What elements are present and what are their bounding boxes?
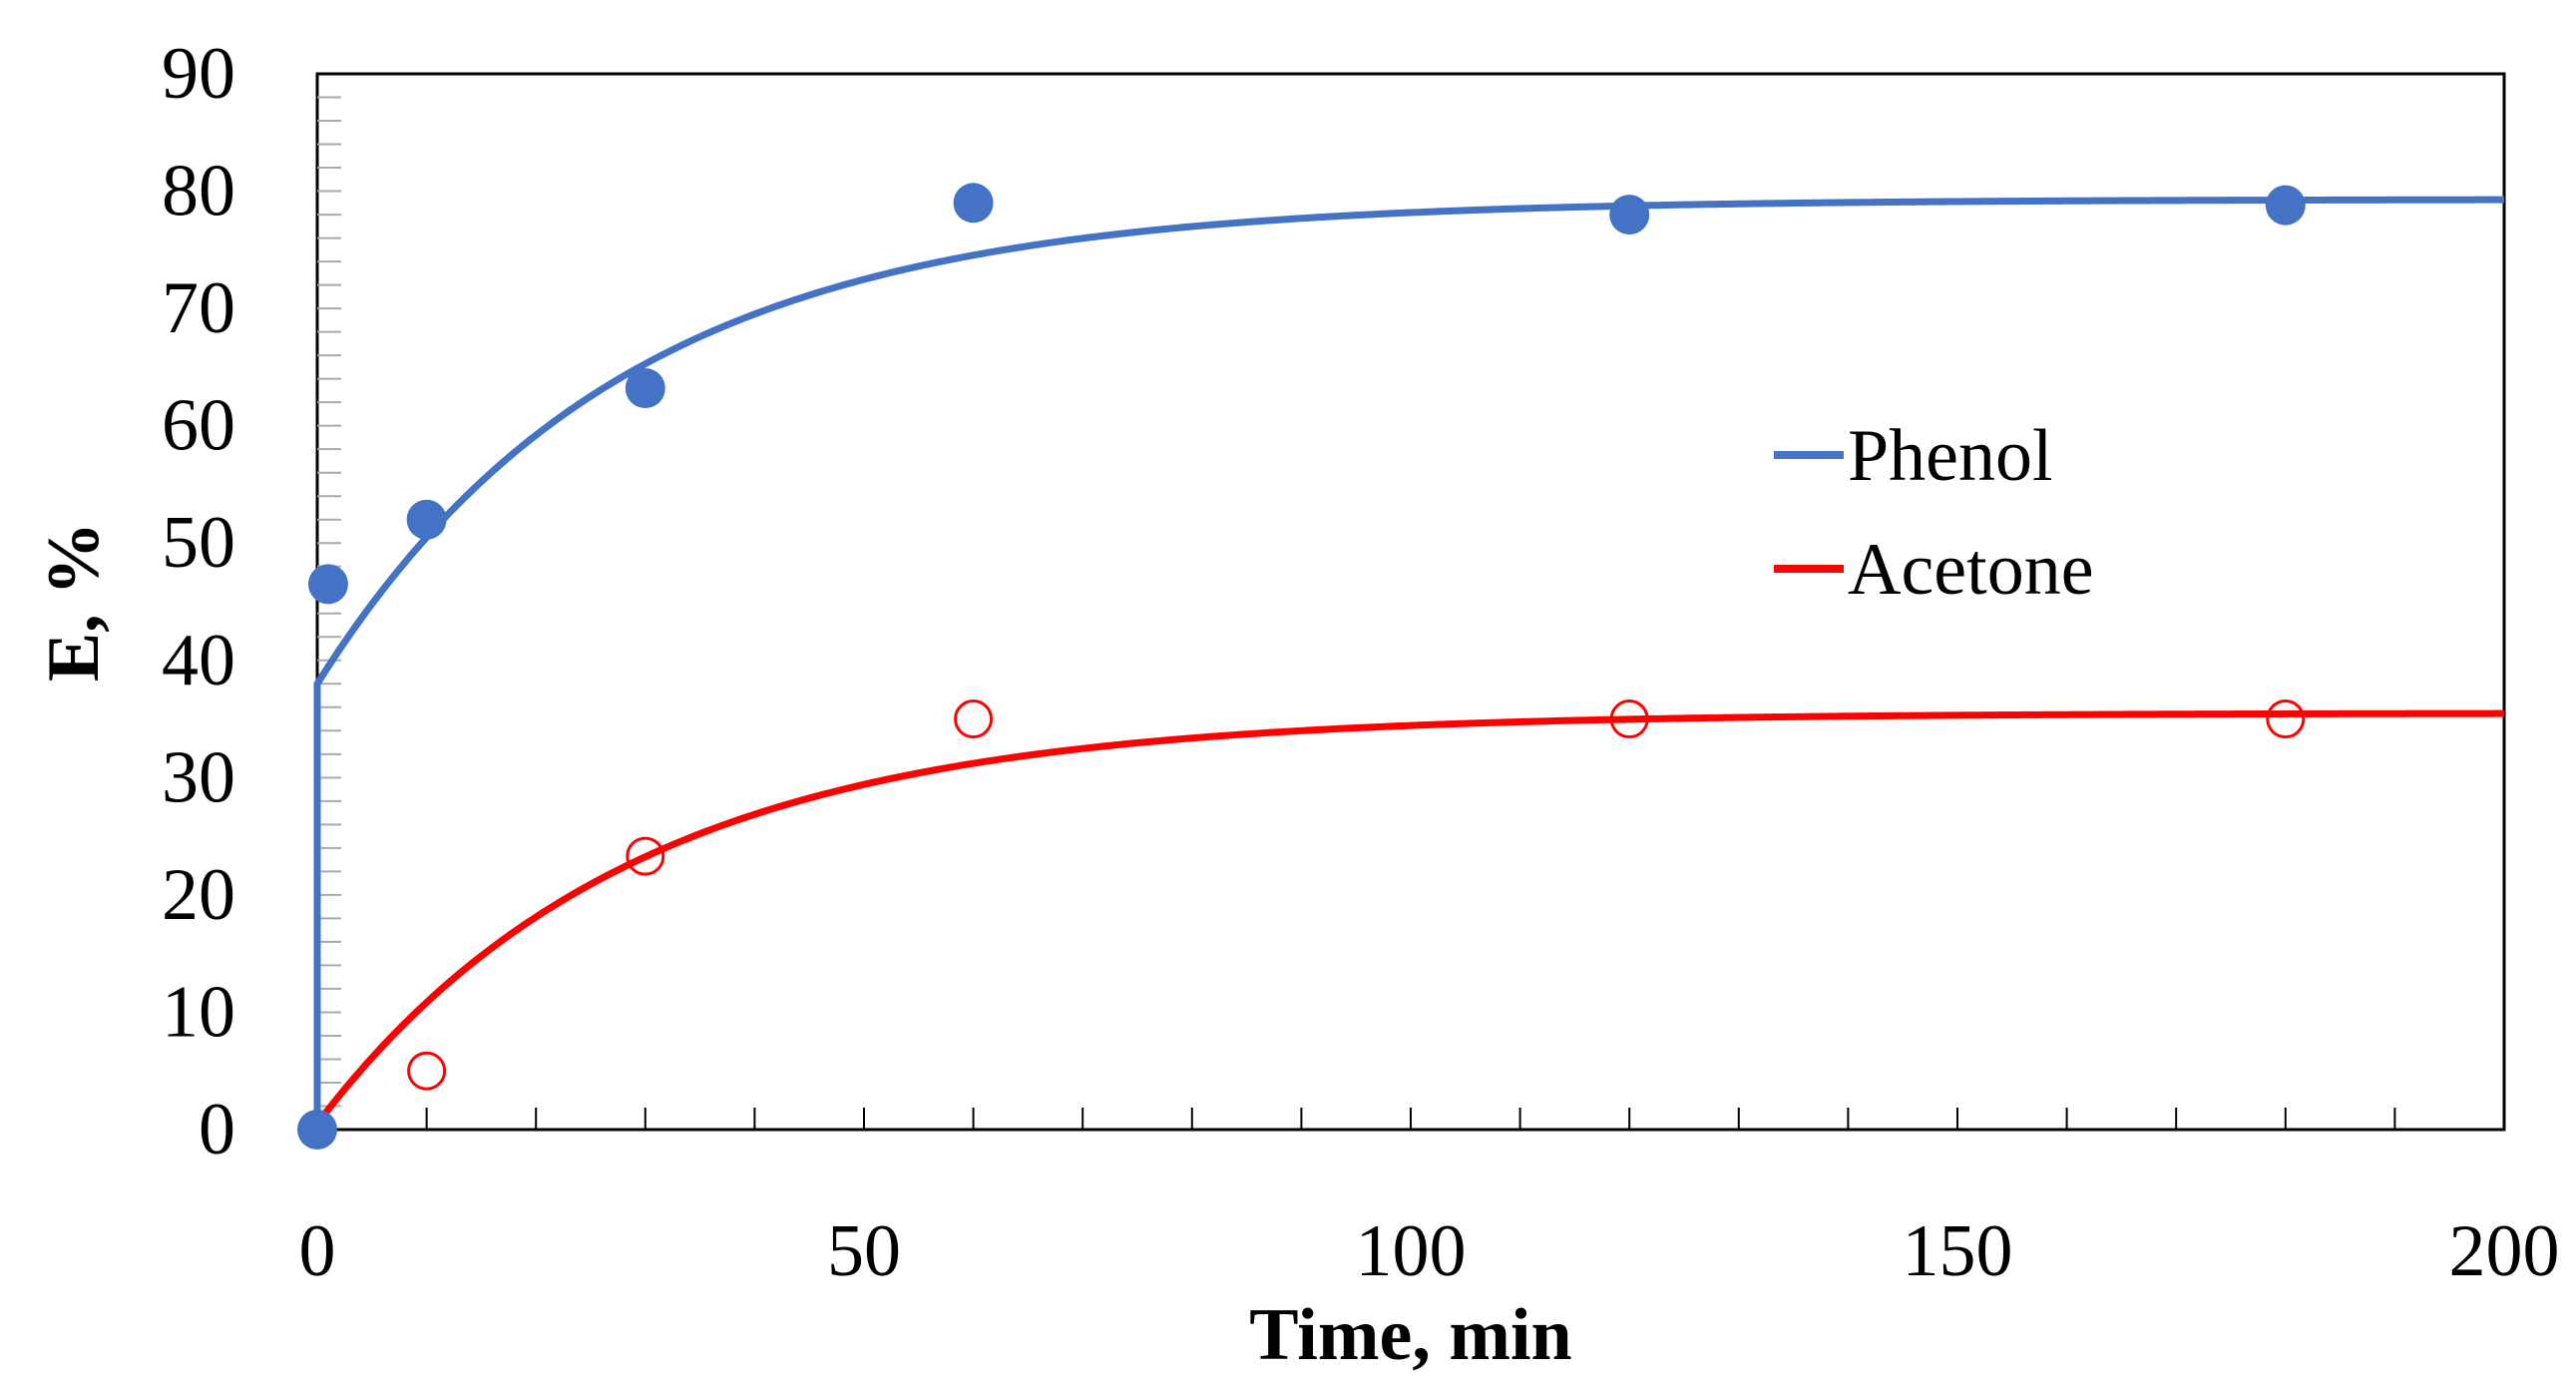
legend-label-acetone: Acetone <box>1848 529 2094 611</box>
data-point-acetone <box>626 836 665 876</box>
y-tick-label: 90 <box>162 33 235 115</box>
fit-line-phenol <box>313 196 2504 1130</box>
data-point-phenol <box>1609 195 1650 235</box>
y-tick-label: 60 <box>162 385 235 467</box>
fit-line-acetone <box>314 709 2505 1127</box>
data-point-phenol <box>953 183 994 224</box>
data-point-phenol <box>625 368 665 409</box>
y-tick-label: 40 <box>162 620 235 701</box>
data-point-phenol <box>2265 185 2306 226</box>
legend: Phenol Acetone <box>1774 415 2094 611</box>
legend-label-phenol: Phenol <box>1848 415 2053 497</box>
fit-lines <box>313 196 2505 1130</box>
data-point-acetone <box>2266 699 2306 739</box>
data-point-acetone <box>1609 699 1649 739</box>
y-tick-label: 20 <box>162 854 235 936</box>
data-point-phenol <box>406 499 447 540</box>
x-tick-label: 0 <box>299 1210 336 1292</box>
y-tick-label: 80 <box>162 151 235 232</box>
markers <box>297 183 2306 1150</box>
y-tick-label: 70 <box>162 267 235 349</box>
x-tick-label: 200 <box>2449 1210 2560 1292</box>
x-minor-ticks <box>425 1108 2396 1130</box>
x-tick-labels: 0 50 100 150 200 <box>299 1210 2560 1292</box>
y-tick-label: 50 <box>162 502 235 584</box>
y-tick-label: 30 <box>162 736 235 818</box>
x-axis-title: Time, min <box>1249 1294 1571 1376</box>
x-tick-label: 50 <box>827 1210 901 1292</box>
data-point-phenol <box>297 1110 337 1150</box>
x-tick-label: 150 <box>1903 1210 2013 1292</box>
data-point-phenol <box>307 564 348 605</box>
data-point-acetone <box>407 1051 447 1091</box>
data-point-acetone <box>954 699 994 739</box>
y-axis-title: E, % <box>33 522 115 682</box>
y-tick-labels: 0 10 20 30 40 50 60 70 80 90 <box>162 33 235 1170</box>
plot-area-frame <box>315 72 2506 1132</box>
y-tick-label: 10 <box>162 971 235 1053</box>
x-tick-label: 100 <box>1356 1210 1467 1292</box>
y-tick-label: 0 <box>199 1089 235 1170</box>
